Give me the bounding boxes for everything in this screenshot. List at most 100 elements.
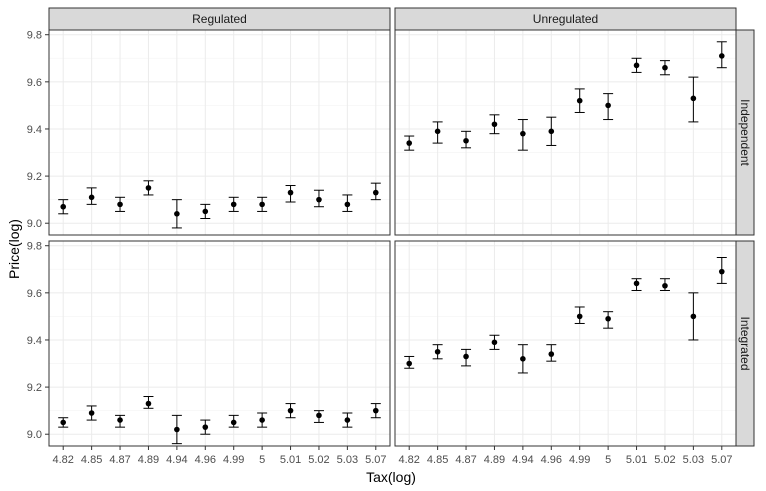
- data-point: [202, 424, 209, 430]
- data-point: [662, 64, 668, 71]
- x-tick-label: 5.01: [280, 454, 301, 466]
- data-point: [491, 121, 498, 128]
- data-point: [60, 419, 67, 426]
- x-tick-label: 5.07: [365, 454, 386, 466]
- strip-unregulated: [394, 7, 737, 31]
- data-point: [463, 353, 469, 360]
- data-point: [605, 102, 611, 109]
- data-point: [145, 185, 152, 191]
- data-point: [520, 356, 526, 362]
- x-tick-label: 5.03: [683, 454, 704, 466]
- x-tick-label: 4.82: [398, 454, 419, 466]
- data-point: [548, 351, 555, 357]
- data-point: [316, 412, 322, 419]
- panel-regulated-integrated: [48, 240, 391, 447]
- x-tick-label: 4.96: [541, 454, 562, 466]
- data-point: [690, 95, 697, 102]
- x-tick-label: 5.03: [337, 454, 358, 466]
- y-tick-label: 9.2: [27, 171, 42, 183]
- y-tick-label: 9.0: [27, 429, 42, 441]
- x-tick-label: 5.02: [654, 454, 675, 466]
- panel-background: [49, 30, 390, 235]
- y-tick-label: 9.4: [27, 335, 42, 347]
- panel-background: [49, 241, 390, 446]
- strip-label-regulated: Regulated: [192, 12, 247, 26]
- data-point: [605, 315, 611, 322]
- axes: 9.0 9.2 9.4 9.6 9.8 9.0 9.2 9.4 9.6 9.8 4.82 4.85 4.…: [27, 30, 733, 466]
- x-tick-label: 5: [605, 454, 611, 466]
- x-tick-label: 4.89: [484, 454, 505, 466]
- x-tick-label: 4.87: [455, 454, 476, 466]
- data-point: [117, 417, 123, 423]
- data-point: [491, 339, 498, 346]
- data-point: [117, 201, 123, 208]
- strip-label-unregulated: Unregulated: [533, 12, 598, 26]
- x-tick-label: 4.87: [109, 454, 130, 466]
- x-axis-title: Tax(log): [366, 469, 416, 485]
- y-tick-label: 9.4: [27, 124, 42, 136]
- data-point: [287, 189, 294, 196]
- data-point: [718, 53, 725, 59]
- data-point: [230, 419, 237, 426]
- x-tick-label: 4.96: [195, 454, 216, 466]
- data-point: [548, 128, 555, 135]
- data-point: [434, 348, 441, 355]
- data-point: [287, 407, 294, 414]
- x-tick-label: 4.94: [512, 454, 533, 466]
- data-point: [633, 62, 640, 69]
- data-point: [344, 201, 351, 208]
- strip-regulated: [48, 7, 391, 31]
- x-tick-label: 5.07: [711, 454, 732, 466]
- data-point: [690, 313, 697, 320]
- y-tick-label: 9.6: [27, 288, 42, 300]
- strip-label-independent: Independent: [738, 99, 752, 166]
- x-tick-label: 4.85: [427, 454, 448, 466]
- facet-strips: Regulated Unregulated Independent Integrate…: [48, 7, 755, 447]
- data-point: [259, 201, 265, 208]
- panel-regulated-independent: [48, 29, 391, 236]
- x-tick-label: 5: [259, 454, 265, 466]
- y-tick-label: 9.8: [27, 241, 42, 253]
- strip-independent: [735, 29, 755, 236]
- data-point: [88, 194, 95, 201]
- panel-border: [48, 240, 391, 447]
- x-tick-label: 5.01: [626, 454, 647, 466]
- y-tick-label: 9.0: [27, 218, 42, 230]
- data-point: [202, 208, 209, 215]
- data-point: [88, 410, 95, 416]
- y-tick-label: 9.8: [27, 30, 42, 42]
- x-tick-label: 4.99: [569, 454, 590, 466]
- data-point: [174, 426, 180, 433]
- x-tick-label: 4.99: [223, 454, 244, 466]
- data-point: [372, 189, 379, 196]
- data-point: [60, 203, 67, 210]
- x-tick-label: 4.89: [138, 454, 159, 466]
- x-tick-label: 4.82: [52, 454, 73, 466]
- y-tick-label: 9.6: [27, 77, 42, 89]
- data-point: [520, 130, 526, 137]
- data-point: [576, 97, 583, 104]
- data-point: [230, 201, 237, 208]
- data-point: [259, 417, 265, 423]
- data-point: [145, 400, 152, 407]
- strip-label-integrated: Integrated: [738, 316, 752, 370]
- data-point: [316, 196, 322, 203]
- data-point: [174, 210, 180, 217]
- data-point: [718, 268, 725, 275]
- y-tick-label: 9.2: [27, 382, 42, 394]
- facet-panels: [48, 29, 737, 447]
- panel-unregulated-independent: [394, 29, 737, 236]
- data-point: [406, 140, 413, 146]
- data-point: [662, 282, 668, 289]
- y-axis-title: Price(log): [6, 219, 22, 279]
- data-point: [344, 417, 351, 423]
- data-point: [406, 360, 413, 367]
- x-tick-label: 4.94: [166, 454, 187, 466]
- data-point: [372, 407, 379, 414]
- panel-background: [395, 30, 736, 235]
- x-tick-label: 4.85: [81, 454, 102, 466]
- data-point: [463, 137, 469, 144]
- data-point: [576, 313, 583, 320]
- data-point: [434, 128, 441, 135]
